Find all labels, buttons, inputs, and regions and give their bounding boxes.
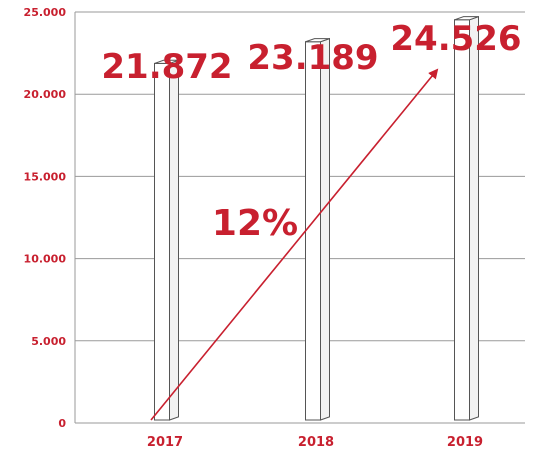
data-label: 21.872 xyxy=(101,47,232,87)
data-labels: 21.872 23.189 24.526 xyxy=(101,19,521,87)
y-tick-label: 20.000 xyxy=(24,88,67,101)
x-tick-label: 2018 xyxy=(298,435,334,450)
growth-arrow xyxy=(150,68,439,421)
bars xyxy=(154,15,479,421)
bar-front-face xyxy=(154,62,170,421)
bar-side-face xyxy=(169,59,179,421)
bar-front-face xyxy=(454,19,470,421)
bar-side-face xyxy=(320,37,330,421)
data-label: 24.526 xyxy=(390,19,521,59)
growth-percent-label: 12% xyxy=(212,203,298,244)
growth-annotation: 12% xyxy=(150,68,439,421)
y-tick-label: 5.000 xyxy=(31,335,66,348)
x-tick-label: 2017 xyxy=(147,435,183,450)
y-tick-label: 10.000 xyxy=(24,253,67,266)
y-tick-label: 15.000 xyxy=(24,170,67,183)
bar-2018 xyxy=(305,37,330,421)
x-axis-labels: 2017 2018 2019 xyxy=(147,435,483,450)
bar-side-face xyxy=(469,15,479,421)
x-tick-label: 2019 xyxy=(447,435,483,450)
y-axis: 0 5.000 10.000 15.000 20.000 25.000 xyxy=(24,6,76,430)
bar-2019 xyxy=(454,15,479,421)
bar-top-face xyxy=(305,38,330,43)
y-tick-label: 25.000 xyxy=(24,6,67,19)
bar-2017 xyxy=(154,59,179,421)
bar-front-face xyxy=(305,41,321,421)
bar-top-face xyxy=(154,59,179,64)
gridlines xyxy=(75,11,525,424)
bar-top-face xyxy=(454,16,479,21)
data-label: 23.189 xyxy=(247,38,378,78)
y-tick-label: 0 xyxy=(58,417,66,430)
